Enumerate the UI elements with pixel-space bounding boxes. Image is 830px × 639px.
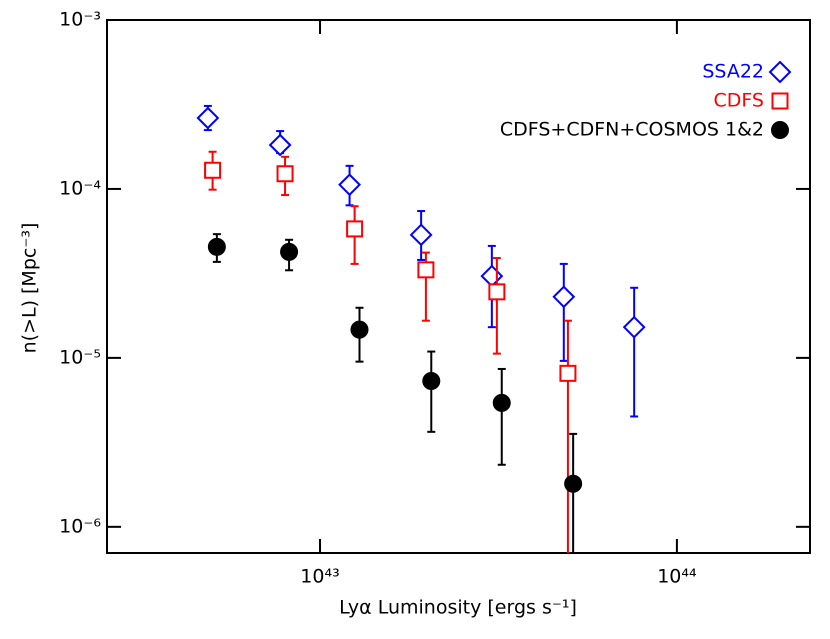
data-point	[207, 237, 226, 256]
x-tick-label: 10⁴⁴	[657, 566, 697, 588]
x-tick-label: 10⁴³	[300, 566, 339, 588]
data-point	[417, 261, 435, 279]
legend-marker	[768, 60, 792, 84]
data-point	[409, 223, 433, 247]
data-point	[492, 393, 511, 412]
legend-marker	[771, 121, 789, 139]
plot-frame	[106, 19, 811, 554]
data-point	[276, 165, 294, 183]
data-point	[346, 220, 364, 238]
data-point	[280, 242, 299, 261]
legend-marker	[771, 92, 789, 110]
data-point	[350, 320, 369, 339]
data-point	[480, 264, 504, 288]
data-point	[622, 315, 646, 339]
data-point	[422, 371, 441, 390]
data-point	[338, 173, 361, 197]
legend-label: CDFS	[713, 90, 764, 112]
data-point	[559, 364, 577, 382]
y-tick-label: 10⁻³	[59, 9, 101, 31]
legend-label: SSA22	[702, 61, 764, 83]
legend-label: CDFS+CDFN+COSMOS 1&2	[500, 119, 764, 141]
data-point	[204, 161, 222, 179]
data-point	[488, 283, 506, 301]
data-point	[196, 106, 220, 130]
y-tick-label: 10⁻⁴	[59, 177, 101, 199]
data-point	[268, 133, 292, 157]
y-axis-label: n(>L) [Mpc⁻³]	[19, 223, 41, 354]
data-point	[552, 285, 576, 309]
plot-area	[196, 104, 646, 553]
x-axis-label: Lyα Luminosity [ergs s⁻¹]	[339, 597, 577, 619]
y-tick-label: 10⁻⁵	[59, 346, 101, 368]
y-tick-label: 10⁻⁶	[59, 515, 101, 537]
data-point	[564, 474, 583, 493]
